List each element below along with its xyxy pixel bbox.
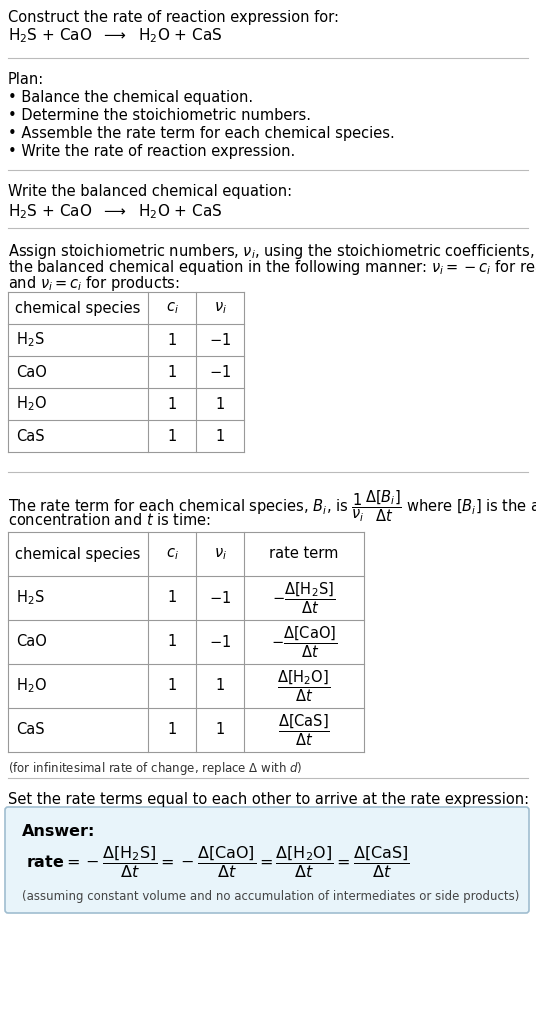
Text: 1: 1 <box>215 396 225 411</box>
Text: $-1$: $-1$ <box>209 590 231 606</box>
Text: 1: 1 <box>167 333 177 347</box>
Text: $-1$: $-1$ <box>209 364 231 380</box>
Text: $-\dfrac{\Delta[\mathrm{CaO}]}{\Delta t}$: $-\dfrac{\Delta[\mathrm{CaO}]}{\Delta t}… <box>271 624 337 660</box>
Text: H$_2$S: H$_2$S <box>16 588 44 608</box>
Text: $\dfrac{\Delta[\mathrm{H_2O}]}{\Delta t}$: $\dfrac{\Delta[\mathrm{H_2O}]}{\Delta t}… <box>278 668 331 703</box>
Text: 1: 1 <box>215 679 225 693</box>
Text: 1: 1 <box>215 723 225 737</box>
Text: $c_i$: $c_i$ <box>166 546 178 562</box>
Text: chemical species: chemical species <box>16 547 140 562</box>
Text: $-1$: $-1$ <box>209 634 231 651</box>
Text: H$_2$O: H$_2$O <box>16 395 47 413</box>
Text: CaO: CaO <box>16 634 47 649</box>
Text: H$_2$S: H$_2$S <box>16 331 44 349</box>
Text: rate term: rate term <box>269 547 339 562</box>
Text: Answer:: Answer: <box>22 824 95 839</box>
Text: CaS: CaS <box>16 429 44 444</box>
Text: and $\nu_i = c_i$ for products:: and $\nu_i = c_i$ for products: <box>8 274 180 293</box>
Text: Assign stoichiometric numbers, $\nu_i$, using the stoichiometric coefficients, $: Assign stoichiometric numbers, $\nu_i$, … <box>8 242 536 261</box>
Text: 1: 1 <box>167 634 177 649</box>
Text: concentration and $t$ is time:: concentration and $t$ is time: <box>8 512 211 528</box>
Text: 1: 1 <box>167 429 177 444</box>
Text: (assuming constant volume and no accumulation of intermediates or side products): (assuming constant volume and no accumul… <box>22 890 519 903</box>
Text: Write the balanced chemical equation:: Write the balanced chemical equation: <box>8 184 292 199</box>
Text: 1: 1 <box>167 364 177 380</box>
Text: $-1$: $-1$ <box>209 332 231 348</box>
Text: • Write the rate of reaction expression.: • Write the rate of reaction expression. <box>8 144 295 159</box>
Text: CaO: CaO <box>16 364 47 380</box>
Text: $\nu_i$: $\nu_i$ <box>213 300 227 316</box>
Text: 1: 1 <box>167 396 177 411</box>
Text: • Balance the chemical equation.: • Balance the chemical equation. <box>8 90 253 105</box>
Text: • Assemble the rate term for each chemical species.: • Assemble the rate term for each chemic… <box>8 126 394 142</box>
FancyBboxPatch shape <box>5 807 529 913</box>
Text: H$_2$S + CaO  $\longrightarrow$  H$_2$O + CaS: H$_2$S + CaO $\longrightarrow$ H$_2$O + … <box>8 26 222 45</box>
Text: $-\dfrac{\Delta[\mathrm{H_2S}]}{\Delta t}$: $-\dfrac{\Delta[\mathrm{H_2S}]}{\Delta t… <box>272 580 336 616</box>
Text: chemical species: chemical species <box>16 300 140 316</box>
Text: CaS: CaS <box>16 723 44 737</box>
Text: the balanced chemical equation in the following manner: $\nu_i = -c_i$ for react: the balanced chemical equation in the fo… <box>8 258 536 277</box>
Text: The rate term for each chemical species, $B_i$, is $\dfrac{1}{\nu_i}\dfrac{\Delt: The rate term for each chemical species,… <box>8 488 536 523</box>
Text: Plan:: Plan: <box>8 72 44 87</box>
Text: 1: 1 <box>167 679 177 693</box>
Text: 1: 1 <box>167 590 177 606</box>
Text: 1: 1 <box>215 429 225 444</box>
Text: $c_i$: $c_i$ <box>166 300 178 316</box>
Text: H$_2$O: H$_2$O <box>16 677 47 695</box>
Text: • Determine the stoichiometric numbers.: • Determine the stoichiometric numbers. <box>8 108 311 123</box>
Text: $\mathbf{rate} = -\dfrac{\Delta[\mathrm{H_2S}]}{\Delta t} = -\dfrac{\Delta[\math: $\mathbf{rate} = -\dfrac{\Delta[\mathrm{… <box>26 844 410 880</box>
Text: Construct the rate of reaction expression for:: Construct the rate of reaction expressio… <box>8 10 339 25</box>
Text: H$_2$S + CaO  $\longrightarrow$  H$_2$O + CaS: H$_2$S + CaO $\longrightarrow$ H$_2$O + … <box>8 202 222 221</box>
Text: $\dfrac{\Delta[\mathrm{CaS}]}{\Delta t}$: $\dfrac{\Delta[\mathrm{CaS}]}{\Delta t}$ <box>278 713 330 748</box>
Text: 1: 1 <box>167 723 177 737</box>
Text: (for infinitesimal rate of change, replace $\Delta$ with $d$): (for infinitesimal rate of change, repla… <box>8 760 302 777</box>
Text: Set the rate terms equal to each other to arrive at the rate expression:: Set the rate terms equal to each other t… <box>8 792 529 807</box>
Text: $\nu_i$: $\nu_i$ <box>213 546 227 562</box>
